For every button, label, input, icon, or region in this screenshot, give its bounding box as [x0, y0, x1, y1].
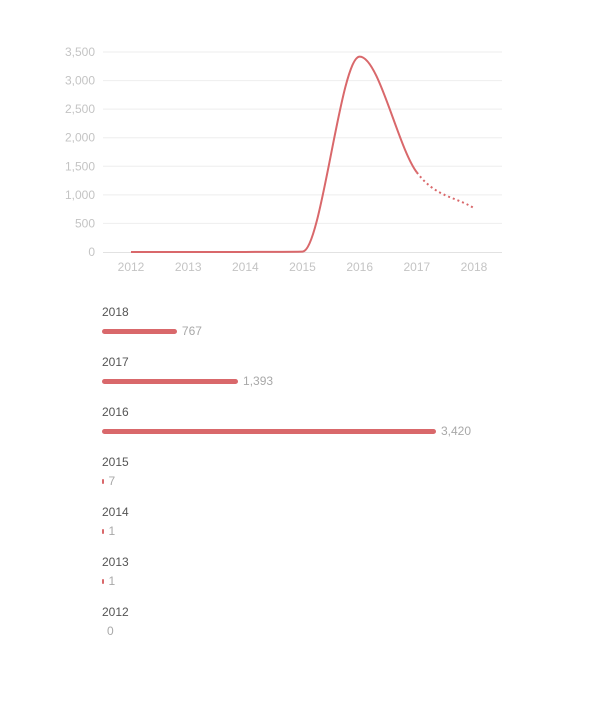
y-tick-label: 500	[75, 216, 95, 230]
bar	[102, 578, 104, 584]
bar-year-label: 2017	[102, 355, 129, 369]
bar	[102, 528, 104, 534]
bar-year-label: 2014	[102, 505, 129, 519]
bar-row: 2013 1	[102, 555, 522, 605]
bar-year-label: 2013	[102, 555, 129, 569]
bar-track: 1	[102, 574, 115, 588]
bar	[102, 378, 239, 384]
bar-track: 767	[102, 324, 202, 338]
series-line-actual	[130, 55, 418, 253]
bar-year-label: 2018	[102, 305, 129, 319]
y-tick-label: 2,500	[65, 102, 95, 116]
bar-row: 2012 0	[102, 605, 522, 655]
bar-year-label: 2012	[102, 605, 129, 619]
bar-row: 2014 1	[102, 505, 522, 555]
series-line-projected	[416, 171, 475, 210]
bar-value-label: 7	[108, 474, 116, 488]
bar-value-label: 1	[108, 524, 116, 538]
x-axis-ticks: 2012 2013 2014 2015 2016 2017 2018	[118, 260, 488, 274]
bar-value-label: 767	[181, 324, 202, 338]
y-tick-label: 3,500	[65, 45, 95, 59]
bar	[102, 478, 104, 484]
bar-track: 1	[102, 524, 115, 538]
bar-row: 2018 767	[102, 305, 522, 355]
x-tick-label: 2013	[175, 260, 202, 274]
y-tick-label: 2,000	[65, 131, 95, 145]
bar-value-label: 3,420	[441, 424, 472, 438]
bar-row: 2015 7	[102, 455, 522, 505]
bar-value-label: 1,393	[243, 374, 274, 388]
y-tick-label: 0	[88, 245, 95, 259]
series-line	[130, 55, 475, 253]
bar	[102, 428, 436, 434]
bar-row: 2017 1,393	[102, 355, 522, 405]
bar-row: 2016 3,420	[102, 405, 522, 455]
y-tick-label: 3,000	[65, 74, 95, 88]
yearly-bar-list: 2018 767 2017 1,393 2016 3,420 2015 7 2014 1 2013 1…	[102, 305, 522, 655]
bar-track: 3,420	[102, 424, 471, 438]
x-tick-label: 2012	[118, 260, 145, 274]
x-tick-label: 2014	[232, 260, 259, 274]
bar-track: 7	[102, 474, 115, 488]
bar	[102, 328, 177, 334]
x-tick-label: 2016	[346, 260, 373, 274]
bar-year-label: 2016	[102, 405, 129, 419]
x-tick-label: 2018	[461, 260, 488, 274]
bar-value-label: 0	[107, 624, 114, 638]
bar-track: 0	[102, 624, 114, 638]
bar-value-label: 1	[108, 574, 116, 588]
bar-track: 1,393	[102, 374, 273, 388]
bar-year-label: 2015	[102, 455, 129, 469]
y-tick-label: 1,500	[65, 159, 95, 173]
grid-lines	[103, 51, 502, 224]
y-axis-ticks: 0 500 1,000 1,500 2,000 2,500 3,000 3,500	[65, 45, 95, 259]
y-tick-label: 1,000	[65, 188, 95, 202]
x-tick-label: 2015	[289, 260, 316, 274]
x-tick-label: 2017	[403, 260, 430, 274]
